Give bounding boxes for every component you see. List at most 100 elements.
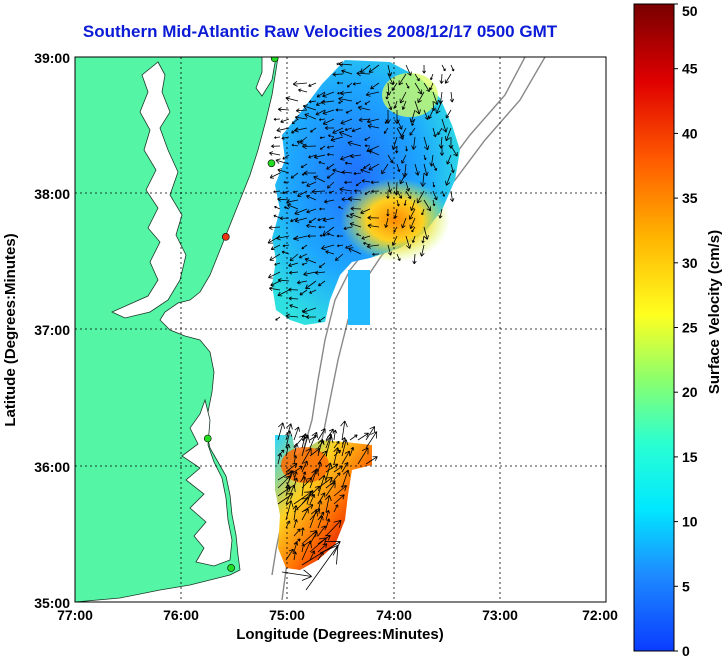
velocity-vector xyxy=(343,226,353,231)
velocity-vector xyxy=(347,196,362,202)
velocity-vector xyxy=(335,108,344,112)
velocity-vector xyxy=(309,509,319,529)
velocity-vector xyxy=(325,462,333,481)
velocity-vector xyxy=(315,100,326,106)
velocity-vector xyxy=(396,253,401,262)
velocity-vector xyxy=(305,280,317,290)
velocity-vector xyxy=(421,235,425,244)
velocity-vector xyxy=(416,190,425,204)
velocity-vector xyxy=(287,203,299,210)
velocity-vector xyxy=(360,168,371,174)
velocity-vector xyxy=(292,505,299,521)
velocity-vector xyxy=(289,304,299,309)
velocity-vector xyxy=(450,163,455,174)
velocity-vector xyxy=(317,217,326,222)
station-marker xyxy=(267,159,276,168)
velocity-vector xyxy=(423,109,429,120)
colorbar-tick-label: 35 xyxy=(682,190,698,206)
velocity-vector xyxy=(285,500,294,521)
velocity-vector xyxy=(428,109,434,119)
velocity-vector xyxy=(332,429,338,441)
velocity-vector xyxy=(367,223,380,229)
velocity-vector xyxy=(414,82,423,95)
velocity-vector xyxy=(409,217,416,230)
velocity-vector xyxy=(366,118,380,124)
velocity-vector xyxy=(435,100,443,114)
velocity-vector xyxy=(318,262,326,268)
velocity-vector xyxy=(320,99,335,105)
velocity-vector xyxy=(275,158,290,165)
colorbar-tick-label: 25 xyxy=(682,320,698,336)
velocity-vector xyxy=(409,127,416,136)
y-tick-label: 38:00 xyxy=(34,186,70,202)
velocity-vector xyxy=(293,477,299,489)
velocity-vector xyxy=(301,435,311,457)
velocity-vector xyxy=(273,117,281,121)
velocity-vector xyxy=(381,163,389,175)
velocity-vector xyxy=(285,470,295,489)
velocity-vector xyxy=(309,468,319,489)
velocity-vector xyxy=(282,190,290,195)
velocity-vector xyxy=(308,217,317,224)
velocity-vector xyxy=(321,244,335,251)
y-tick-label: 36:00 xyxy=(34,459,70,475)
velocity-vector xyxy=(290,172,299,179)
velocity-vector xyxy=(387,154,394,164)
velocity-vector xyxy=(344,180,353,185)
velocity-vector xyxy=(273,190,281,194)
velocity-vector xyxy=(294,208,308,215)
velocity-vector xyxy=(300,163,308,168)
velocity-vector xyxy=(438,208,443,219)
velocity-vector xyxy=(316,91,326,98)
velocity-vector xyxy=(324,126,335,130)
velocity-vector xyxy=(437,127,443,136)
velocity-vector xyxy=(333,494,345,505)
velocity-vector xyxy=(325,428,334,441)
velocity-vector xyxy=(274,205,281,210)
velocity-vector xyxy=(386,190,390,199)
velocity-vector xyxy=(305,314,317,320)
velocity-vector xyxy=(293,519,298,529)
velocity-vector xyxy=(328,134,335,138)
velocity-vector xyxy=(279,216,290,221)
velocity-vector xyxy=(291,118,299,125)
velocity-vector xyxy=(281,136,290,140)
chesapeake-bay xyxy=(111,61,187,319)
velocity-vector xyxy=(350,206,362,211)
velocity-vector xyxy=(393,100,398,109)
colorbar-label: Surface Velocity (cm/s) xyxy=(706,230,723,394)
velocity-vector xyxy=(322,226,335,236)
velocity-vector xyxy=(414,163,420,176)
velocity-vector xyxy=(315,109,326,116)
velocity-vector xyxy=(322,118,335,125)
velocity-vector xyxy=(330,136,344,142)
delaware-bay xyxy=(255,57,277,97)
velocity-vector xyxy=(432,91,439,105)
velocity-vector xyxy=(336,81,344,85)
velocity-vector xyxy=(349,434,358,441)
velocity-vector xyxy=(332,127,344,134)
velocity-vector xyxy=(284,206,290,210)
velocity-vector xyxy=(423,199,432,212)
velocity-vector xyxy=(444,127,452,142)
velocity-vector xyxy=(405,64,412,76)
y-tick-label: 37:00 xyxy=(34,322,70,338)
velocity-vector xyxy=(368,64,380,73)
velocity-vector xyxy=(285,462,298,473)
velocity-vector xyxy=(367,123,380,129)
station-marker xyxy=(222,233,230,241)
velocity-vector xyxy=(339,187,353,193)
velocity-vector xyxy=(273,214,281,219)
velocity-vector xyxy=(302,143,317,150)
velocity-vector xyxy=(326,172,335,179)
velocity-vector xyxy=(345,244,353,249)
velocity-vector xyxy=(317,438,325,457)
velocity-vector xyxy=(367,215,380,221)
velocity-vector xyxy=(313,154,326,160)
velocity-vector xyxy=(318,225,326,229)
velocity-vector xyxy=(303,271,317,277)
velocity-vector xyxy=(445,172,452,186)
velocity-vector xyxy=(423,136,430,151)
velocity-vector xyxy=(328,190,335,194)
velocity-vector xyxy=(325,436,334,457)
